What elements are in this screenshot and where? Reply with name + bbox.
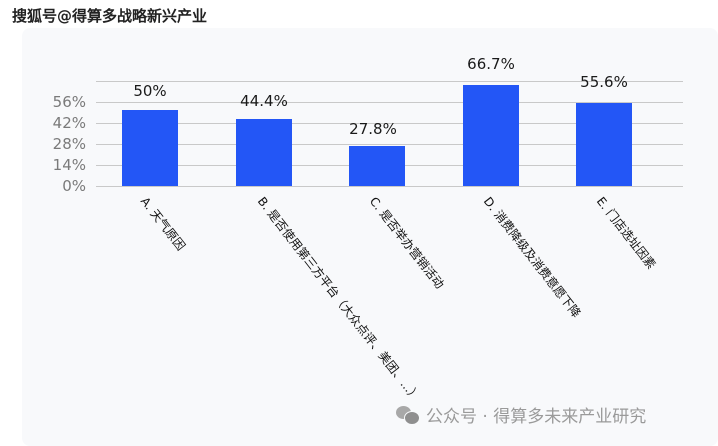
y-tick-label: 28% (52, 135, 86, 153)
y-tick-label: 0% (62, 177, 86, 195)
bar-c (349, 146, 405, 186)
bar-b (236, 119, 292, 186)
bar-value-label: 66.7% (467, 55, 515, 73)
bar-value-label: 44.4% (240, 92, 288, 110)
bar-value-label: 50% (133, 82, 167, 100)
bar-value-label: 27.8% (349, 120, 397, 138)
gridline-56 (96, 102, 683, 103)
gridline-top (96, 81, 683, 82)
bar-a (122, 110, 178, 186)
gridline-28 (96, 144, 683, 145)
y-tick-label: 14% (52, 156, 86, 174)
gridline-42 (96, 123, 683, 124)
gridline-0 (96, 186, 683, 187)
y-tick-label: 42% (52, 114, 86, 132)
wechat-watermark: 公众号 · 得算多未来产业研究 (396, 402, 646, 427)
bar-value-label: 55.6% (580, 73, 628, 91)
chart-card (22, 28, 718, 446)
wechat-icon (396, 405, 420, 425)
y-tick-label: 56% (52, 93, 86, 111)
sohu-watermark: 搜狐号@得算多战略新兴产业 (12, 7, 208, 25)
bar-e (576, 103, 632, 186)
bar-d (463, 85, 519, 186)
wechat-watermark-text: 公众号 · 得算多未来产业研究 (426, 407, 647, 427)
